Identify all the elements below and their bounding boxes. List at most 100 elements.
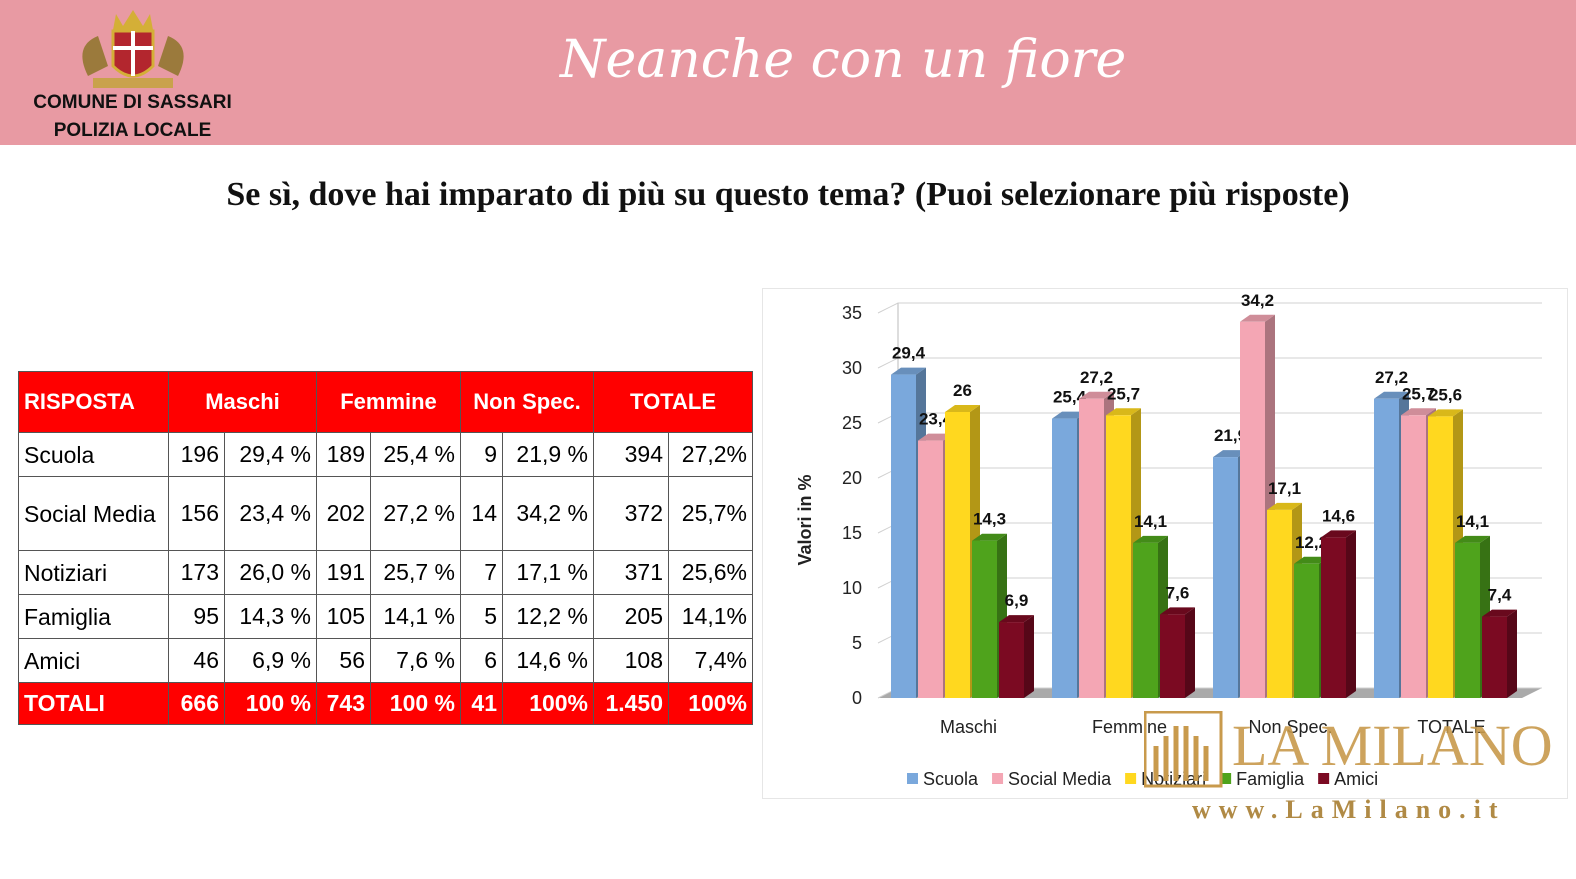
bar-top — [1294, 556, 1329, 564]
table-cell: 202 — [316, 476, 371, 551]
header-cell: RISPOSTA — [18, 371, 169, 433]
table-cell: Amici — [18, 638, 169, 683]
legend-swatch — [1220, 773, 1232, 784]
bar-top — [1401, 408, 1436, 416]
bar-top — [1160, 607, 1195, 615]
table-cell: 100% — [501, 682, 595, 725]
bar — [972, 540, 997, 698]
header-cell: Non Spec. — [459, 371, 595, 433]
y-tick-label: 25 — [842, 413, 862, 433]
table-cell: 394 — [593, 432, 670, 477]
bar — [1428, 416, 1453, 698]
data-label: 25,6 — [1429, 385, 1462, 404]
coat-of-arms — [82, 10, 184, 88]
header-cell: TOTALE — [593, 371, 754, 433]
table-cell: 173 — [168, 550, 225, 595]
table-cell: 26,0 % — [224, 550, 317, 595]
grid-line — [877, 357, 1542, 369]
table-cell: 14,3 % — [224, 594, 317, 639]
bar-top — [1374, 391, 1409, 399]
header: COMUNE DI SASSARI POLIZIA LOCALE Neanche… — [0, 0, 1576, 145]
table-cell: Notiziari — [18, 550, 169, 595]
table-cell: 100 % — [224, 682, 317, 725]
bar — [999, 622, 1024, 698]
bar — [1213, 457, 1238, 698]
table-cell: 372 — [593, 476, 670, 551]
bar-top — [1482, 609, 1517, 617]
legend-swatch — [907, 773, 918, 784]
campaign-name: Neanche con un fiore — [560, 30, 1127, 90]
data-label: 27,2 — [1080, 368, 1113, 387]
data-label: 17,1 — [1268, 479, 1301, 498]
bar — [891, 374, 916, 698]
data-label: 34,2 — [1241, 291, 1274, 310]
data-label: 12,2 — [1295, 533, 1328, 552]
bar — [1321, 537, 1346, 698]
table-cell: 189 — [316, 432, 371, 477]
table-cell: 666 — [168, 682, 225, 725]
bar-side — [1024, 615, 1034, 698]
bar — [1267, 509, 1292, 698]
table-cell: 205 — [593, 594, 670, 639]
y-tick-label: 15 — [842, 523, 862, 543]
bar-top — [1321, 530, 1356, 538]
bar-top — [1052, 411, 1087, 419]
table-row: Amici 46 6,9 % 56 7,6 % 6 14,6 % 108 7,4% — [18, 638, 754, 683]
x-tick-label: Femmine — [1092, 717, 1167, 737]
header-row: RISPOSTA Maschi Femmine Non Spec. TOTALE — [18, 371, 754, 433]
bar — [945, 412, 970, 698]
data-label: 21,9 — [1214, 426, 1247, 445]
table-cell: 6 — [460, 638, 503, 683]
bar-top — [1240, 314, 1275, 322]
legend-label: Scuola — [923, 769, 979, 789]
table-cell: 100% — [668, 682, 754, 725]
org-name: COMUNE DI SASSARI — [33, 92, 232, 113]
table-cell: Famiglia — [18, 594, 169, 639]
legend-label: Famiglia — [1236, 769, 1305, 789]
table-cell: TOTALI — [18, 682, 169, 725]
table-cell: 108 — [593, 638, 670, 683]
table-cell: 196 — [168, 432, 225, 477]
bar-top — [945, 405, 980, 412]
bar-top — [918, 433, 953, 441]
data-label: 14,1 — [1134, 512, 1167, 531]
bar — [1240, 321, 1265, 698]
bar-top — [972, 533, 1007, 541]
legend-swatch — [992, 773, 1004, 784]
y-tick-label: 0 — [852, 688, 862, 708]
table-cell: 100 % — [370, 682, 461, 725]
bar-side — [1185, 607, 1195, 698]
data-label: 25,4 — [1053, 388, 1087, 407]
bar-top — [1079, 391, 1114, 399]
bar — [1401, 415, 1426, 698]
legend-swatch — [1125, 773, 1137, 784]
bar-top — [1106, 408, 1141, 416]
header-cell: Maschi — [168, 371, 317, 433]
table-row: Scuola 196 29,4 % 189 25,4 % 9 21,9 % 394 27,2% — [18, 432, 754, 477]
table-cell: 14 — [460, 476, 503, 551]
table-cell: 27,2% — [668, 432, 754, 477]
table-row: Notiziari 173 26,0 % 191 25,7 % 7 17,1 % 371 25,… — [18, 550, 754, 595]
bar-top — [999, 615, 1034, 623]
org-dept: POLIZIA LOCALE — [53, 120, 212, 141]
table-cell: Scuola — [18, 432, 169, 477]
table-cell: 7,6 % — [370, 638, 461, 683]
table-cell: 34,2 % — [501, 476, 595, 551]
table-row: Social Media 156 23,4 % 202 27,2 % 14 34,2 % 37… — [18, 476, 754, 551]
table-cell: 46 — [168, 638, 225, 683]
bar — [1455, 542, 1480, 698]
table-cell: 12,2 % — [501, 594, 595, 639]
table-cell: 25,4 % — [370, 432, 461, 477]
table-cell: 7,4% — [668, 638, 754, 683]
legend-label: Amici — [1334, 769, 1378, 789]
table-cell: 743 — [316, 682, 371, 725]
bar — [1133, 542, 1158, 698]
bar-top — [1455, 535, 1490, 543]
table-cell: 371 — [593, 550, 670, 595]
table-row: Famiglia 95 14,3 % 105 14,1 % 5 12,2 % 205 14,1% — [18, 594, 754, 639]
data-label: 25,7 — [1402, 384, 1435, 403]
chart-frame — [762, 288, 1568, 799]
bar-side — [1346, 530, 1356, 698]
data-label: 25,7 — [1107, 384, 1140, 403]
